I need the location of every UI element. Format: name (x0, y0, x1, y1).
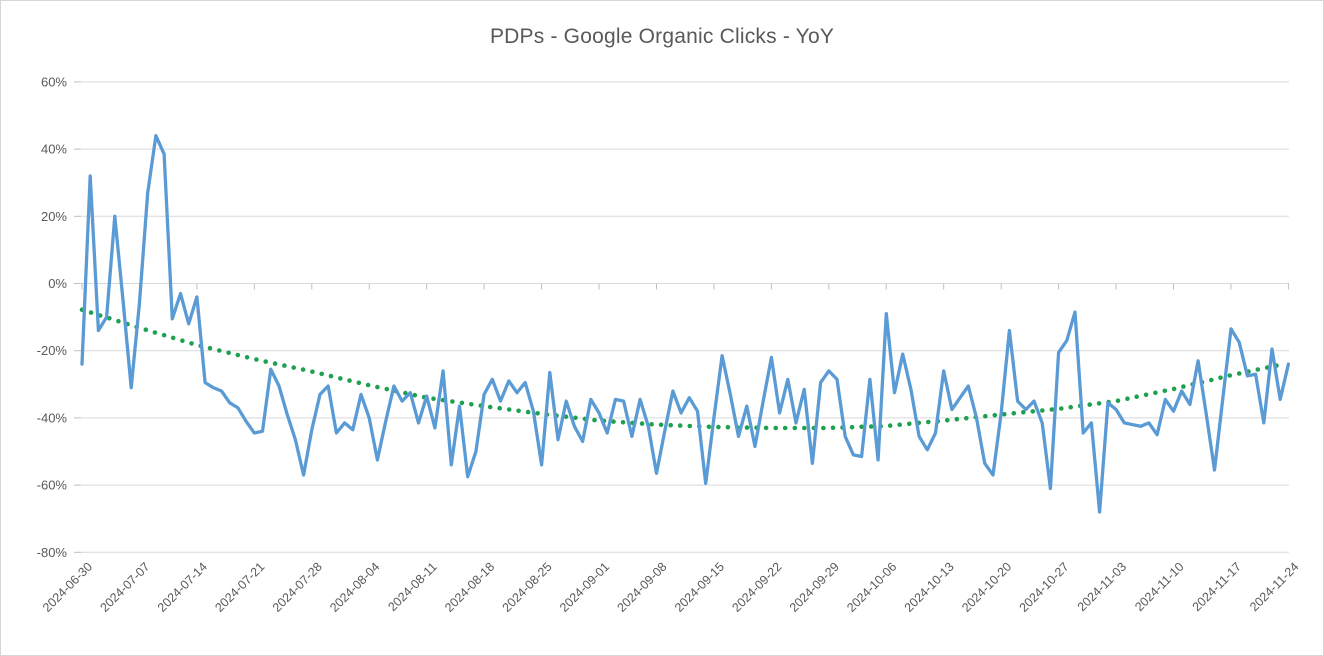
x-axis-label: 2024-10-06 (844, 560, 899, 615)
x-axis-label: 2024-07-14 (155, 560, 210, 615)
x-axis-label: 2024-06-30 (40, 560, 95, 615)
x-axis-label: 2024-09-15 (672, 560, 727, 615)
x-axis-label: 2024-09-08 (614, 560, 669, 615)
x-axis-labels: 2024-06-30 2024-07-07 2024-07-14 2024-07-21… (40, 560, 1302, 615)
y-axis-label: -40% (37, 410, 68, 425)
x-axis-label: 2024-11-24 (1247, 560, 1301, 614)
x-axis-ticks (81, 283, 1289, 290)
x-axis-label: 2024-09-01 (557, 560, 612, 615)
x-axis-label: 2024-09-29 (787, 560, 842, 615)
y-axis-label: -20% (37, 343, 68, 358)
x-axis-label: 2024-10-13 (902, 560, 957, 615)
x-axis-label: 2024-08-11 (385, 560, 439, 614)
x-axis-label: 2024-07-28 (270, 560, 325, 615)
x-axis-label: 2024-11-10 (1132, 560, 1186, 614)
y-axis-label: 40% (41, 142, 67, 157)
y-axis-label: 0% (48, 276, 67, 291)
x-axis-label: 2024-10-27 (1017, 560, 1072, 615)
y-axis-label: 60% (41, 74, 67, 89)
x-axis-label: 2024-08-04 (327, 560, 382, 615)
x-axis-label: 2024-07-21 (212, 560, 267, 615)
x-axis-label: 2024-10-20 (959, 560, 1014, 615)
y-axis-label: -60% (37, 478, 68, 493)
x-axis-label: 2024-08-25 (500, 560, 555, 615)
yoy-line (80, 134, 1291, 514)
y-axis-label: 20% (41, 209, 67, 224)
x-axis-label: 2024-11-03 (1075, 560, 1129, 614)
x-axis-label: 2024-08-18 (442, 560, 497, 615)
x-axis-label: 2024-11-17 (1190, 560, 1244, 614)
chart-title: PDPs - Google Organic Clicks - YoY (489, 25, 835, 48)
x-axis-label: 2024-09-22 (729, 560, 784, 615)
y-axis-ticks (74, 81, 81, 553)
gridlines (81, 81, 1289, 553)
x-axis-label: 2024-07-07 (97, 560, 152, 615)
y-axis-labels: 60% 40% 20% 0% -20% -40% -60% -80% (37, 74, 68, 559)
y-axis-label: -80% (37, 545, 68, 560)
